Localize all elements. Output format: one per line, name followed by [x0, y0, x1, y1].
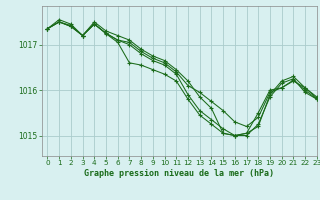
X-axis label: Graphe pression niveau de la mer (hPa): Graphe pression niveau de la mer (hPa)	[84, 169, 274, 178]
